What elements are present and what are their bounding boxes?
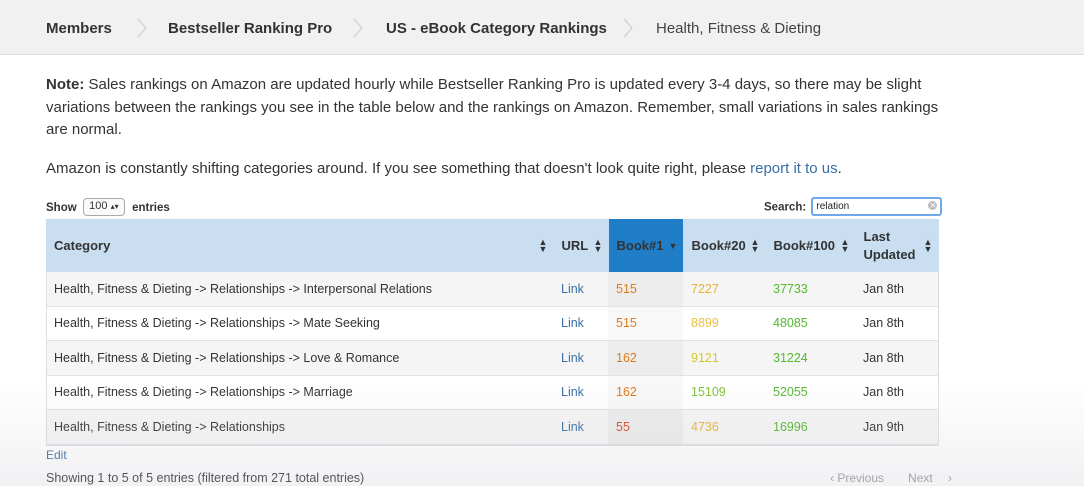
table-row: Health, Fitness & Dieting -> Relationshi… bbox=[46, 306, 938, 341]
breadcrumb-bestseller-ranking-pro[interactable]: Bestseller Ranking Pro bbox=[168, 20, 333, 37]
table-row: Health, Fitness & Dieting -> Relationshi… bbox=[46, 409, 938, 445]
search-input[interactable]: relation ✕ bbox=[811, 197, 943, 216]
cell-last-updated: Jan 9th bbox=[855, 409, 938, 445]
previous-button[interactable]: ‹ Previous bbox=[830, 471, 885, 485]
info-paragraph: Amazon is constantly shifting categories… bbox=[46, 158, 946, 180]
cell-category: Health, Fitness & Dieting -> Relationshi… bbox=[46, 272, 553, 307]
breadcrumb-members[interactable]: Members bbox=[46, 20, 112, 37]
search-label: Search: bbox=[764, 201, 807, 214]
column-header-url[interactable]: URL ▲ ▼ bbox=[553, 219, 609, 272]
search-value: relation bbox=[816, 201, 850, 212]
cell-category: Health, Fitness & Dieting -> Relationshi… bbox=[46, 306, 553, 341]
sort-icon: ▲ ▼ bbox=[840, 236, 850, 254]
sort-icon: ▲ ▼ bbox=[923, 236, 933, 254]
breadcrumb: Members Bestseller Ranking Pro US - eBoo… bbox=[0, 0, 1084, 55]
table-info: Showing 1 to 5 of 5 entries (filtered fr… bbox=[46, 471, 365, 485]
cell-book100: 48085 bbox=[765, 306, 855, 341]
table-row: Health, Fitness & Dieting -> Relationshi… bbox=[46, 340, 938, 376]
cell-book20: 8899 bbox=[683, 306, 765, 341]
cell-url-link[interactable]: Link bbox=[553, 306, 608, 341]
cell-book20: 15109 bbox=[683, 375, 765, 410]
breadcrumb-us-ebook-category-rankings[interactable]: US - eBook Category Rankings bbox=[386, 20, 607, 37]
column-header-last-updated[interactable]: Last Updated ▲ ▼ bbox=[855, 219, 939, 272]
cell-book20: 4736 bbox=[683, 409, 765, 445]
chevron-right-icon bbox=[136, 18, 148, 38]
cell-url-link[interactable]: Link bbox=[553, 375, 608, 410]
cell-url-link[interactable]: Link bbox=[553, 409, 608, 445]
entries-value: 100 bbox=[89, 200, 108, 212]
column-header-book1[interactable]: Book#1 ▼ bbox=[608, 219, 684, 272]
sort-icon: ▲ ▼ bbox=[750, 236, 760, 254]
cell-book1: 515 bbox=[608, 272, 683, 307]
report-link[interactable]: report it to us bbox=[750, 160, 838, 177]
rankings-table: Category ▲ ▼ URL ▲ ▼ Book#1 ▼ Book#20 ▲ ▼ Book#… bbox=[46, 219, 939, 445]
cell-last-updated: Jan 8th bbox=[855, 375, 938, 410]
cell-book1: 55 bbox=[608, 409, 683, 445]
cell-last-updated: Jan 8th bbox=[855, 340, 938, 376]
edit-link[interactable]: Edit bbox=[46, 448, 67, 462]
cell-book1: 515 bbox=[608, 306, 683, 341]
column-header-category[interactable]: Category ▲ ▼ bbox=[46, 219, 554, 272]
cell-book100: 16996 bbox=[765, 409, 855, 445]
cell-last-updated: Jan 8th bbox=[855, 306, 938, 341]
chevron-right-icon bbox=[622, 18, 634, 38]
cell-url-link[interactable]: Link bbox=[553, 272, 608, 307]
header-label: Book#20 bbox=[691, 238, 746, 253]
note-paragraph: Note: Sales rankings on Amazon are updat… bbox=[46, 74, 946, 142]
cell-book20: 9121 bbox=[683, 340, 765, 376]
cell-url-link[interactable]: Link bbox=[553, 340, 608, 376]
search-control: Search: relation ✕ bbox=[764, 197, 943, 218]
sort-icon: ▲ ▼ bbox=[593, 236, 603, 254]
column-header-book100[interactable]: Book#100 ▲ ▼ bbox=[765, 219, 856, 272]
table-row: Health, Fitness & Dieting -> Relationshi… bbox=[46, 375, 938, 410]
chevron-right-icon bbox=[352, 18, 364, 38]
select-arrows-icon: ▴▾ bbox=[110, 202, 119, 211]
cell-book20: 7227 bbox=[683, 272, 765, 307]
header-label: Last Updated bbox=[863, 228, 916, 262]
info-end: . bbox=[837, 160, 842, 177]
entries-select[interactable]: 100 ▴▾ bbox=[82, 198, 125, 216]
header-label: Category bbox=[54, 238, 111, 253]
next-button[interactable]: Next › bbox=[908, 471, 953, 485]
cell-book100: 31224 bbox=[765, 340, 855, 376]
note-text: Sales rankings on Amazon are updated hou… bbox=[46, 76, 939, 138]
table-row: Health, Fitness & Dieting -> Relationshi… bbox=[46, 272, 938, 307]
header-label: URL bbox=[561, 238, 589, 253]
show-label: Show bbox=[46, 202, 77, 215]
header-label: Book#100 bbox=[773, 238, 835, 253]
cell-book100: 52055 bbox=[765, 375, 855, 410]
next-label: Next bbox=[908, 471, 933, 485]
info-text: Amazon is constantly shifting categories… bbox=[46, 160, 751, 177]
cell-category: Health, Fitness & Dieting -> Relationshi… bbox=[46, 409, 553, 445]
cell-book1: 162 bbox=[608, 340, 683, 376]
breadcrumb-current: Health, Fitness & Dieting bbox=[656, 20, 822, 37]
entries-label: entries bbox=[132, 202, 170, 215]
previous-label: Previous bbox=[837, 471, 885, 485]
column-header-book20[interactable]: Book#20 ▲ ▼ bbox=[683, 219, 766, 272]
cell-book1: 162 bbox=[608, 375, 683, 410]
cell-last-updated: Jan 8th bbox=[855, 272, 938, 307]
clear-search-icon[interactable]: ✕ bbox=[928, 201, 938, 210]
cell-book100: 37733 bbox=[765, 272, 855, 307]
pagination: ‹ Previous Next › bbox=[830, 471, 964, 485]
cell-category: Health, Fitness & Dieting -> Relationshi… bbox=[46, 340, 553, 376]
sort-desc-icon: ▼ bbox=[668, 240, 678, 251]
header-label: Book#1 bbox=[616, 238, 664, 253]
note-label: Note: bbox=[46, 76, 85, 93]
show-entries-control: Show 100 ▴▾ entries bbox=[46, 198, 170, 217]
cell-category: Health, Fitness & Dieting -> Relationshi… bbox=[46, 375, 553, 410]
sort-icon: ▲ ▼ bbox=[538, 236, 548, 254]
